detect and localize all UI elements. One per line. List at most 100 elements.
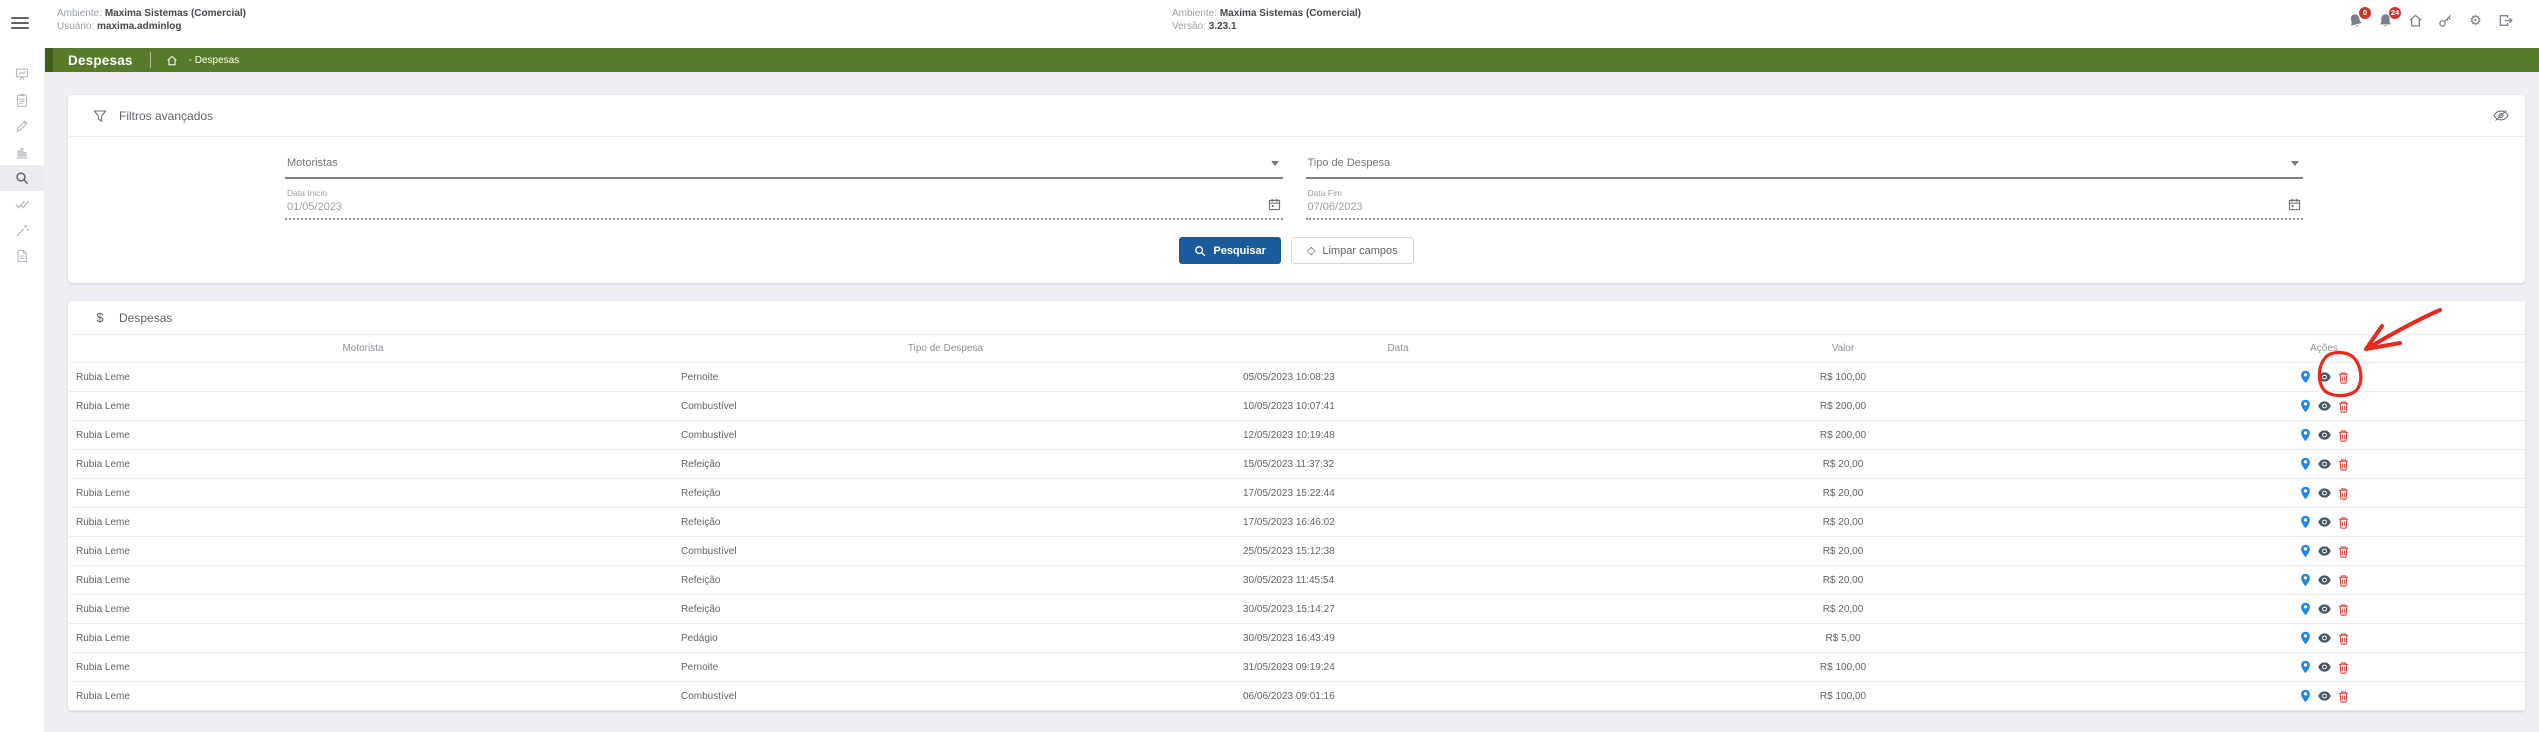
topbar: Ambiente: Maxima Sistemas (Comercial) Us… xyxy=(0,0,2539,48)
location-pin-icon[interactable] xyxy=(2299,457,2312,471)
breadcrumb-home-icon[interactable] xyxy=(166,55,178,66)
cell-data: 06/06/2023 09:01:16 xyxy=(1233,681,1563,711)
location-pin-icon[interactable] xyxy=(2299,602,2312,616)
trash-delete-icon[interactable] xyxy=(2337,602,2350,616)
location-pin-icon[interactable] xyxy=(2299,689,2312,703)
home-icon[interactable] xyxy=(2408,13,2423,28)
trash-delete-icon[interactable] xyxy=(2337,660,2350,674)
eye-view-icon[interactable] xyxy=(2317,515,2331,529)
location-pin-icon[interactable] xyxy=(2299,660,2312,674)
trash-delete-icon[interactable] xyxy=(2337,428,2350,442)
key-icon[interactable] xyxy=(2438,13,2453,28)
cell-motorista: Rubia Leme xyxy=(68,536,658,566)
eye-view-icon[interactable] xyxy=(2317,457,2331,471)
cell-data: 15/05/2023 11:37:32 xyxy=(1233,449,1563,479)
notifications-badge: 0 xyxy=(2359,7,2371,19)
cell-data: 17/05/2023 16:46:02 xyxy=(1233,507,1563,537)
cell-motorista: Rubia Leme xyxy=(68,623,658,653)
header-divider xyxy=(149,52,151,68)
sidebar-item-bar-chart[interactable] xyxy=(0,139,44,165)
table-row: Rubia Leme Combustível 12/05/2023 10:19:… xyxy=(68,420,2525,450)
cell-acoes xyxy=(2123,507,2525,537)
trash-delete-icon[interactable] xyxy=(2337,515,2350,529)
limpar-campos-button[interactable]: ◇ Limpar campos xyxy=(1290,237,1414,264)
calendar-icon[interactable] xyxy=(2288,198,2301,211)
col-header-data: Data xyxy=(1233,335,1563,363)
cell-motorista: Rubia Leme xyxy=(68,652,658,682)
eye-view-icon[interactable] xyxy=(2317,370,2331,384)
cell-data: 05/05/2023 10:08:23 xyxy=(1233,362,1563,392)
sidebar-item-presentation-chart[interactable] xyxy=(0,61,44,87)
location-pin-icon[interactable] xyxy=(2299,370,2312,384)
eye-view-icon[interactable] xyxy=(2317,486,2331,500)
eye-view-icon[interactable] xyxy=(2317,660,2331,674)
trash-delete-icon[interactable] xyxy=(2337,689,2350,703)
table-row: Rubia Leme Refeição 17/05/2023 16:46:02 … xyxy=(68,507,2525,537)
menu-toggle-icon[interactable] xyxy=(11,14,29,30)
sidebar-item-magic-wand[interactable] xyxy=(0,217,44,243)
calendar-icon[interactable] xyxy=(1268,198,1281,211)
notifications-bell-icon[interactable]: 0 xyxy=(2348,7,2371,28)
cell-acoes xyxy=(2123,652,2525,682)
eye-view-icon[interactable] xyxy=(2317,399,2331,413)
tipo-despesa-select[interactable]: Tipo de Despesa xyxy=(1305,151,2303,179)
trash-delete-icon[interactable] xyxy=(2337,457,2350,471)
table-row: Rubia Leme Refeição 30/05/2023 15:14:27 … xyxy=(68,594,2525,624)
eye-view-icon[interactable] xyxy=(2317,544,2331,558)
cell-valor: R$ 20,00 xyxy=(1563,478,2123,508)
location-pin-icon[interactable] xyxy=(2299,631,2312,645)
eye-view-icon[interactable] xyxy=(2317,602,2331,616)
cell-tipo-despesa: Refeição xyxy=(658,594,1233,624)
cell-acoes xyxy=(2123,623,2525,653)
eye-view-icon[interactable] xyxy=(2317,428,2331,442)
cell-acoes xyxy=(2123,420,2525,450)
location-pin-icon[interactable] xyxy=(2299,515,2312,529)
usuario-label: Usuário: xyxy=(57,21,95,32)
location-pin-icon[interactable] xyxy=(2299,428,2312,442)
eye-view-icon[interactable] xyxy=(2317,631,2331,645)
logout-icon[interactable] xyxy=(2498,13,2513,28)
trash-delete-icon[interactable] xyxy=(2337,544,2350,558)
sidebar-item-search[interactable] xyxy=(0,165,44,191)
location-pin-icon[interactable] xyxy=(2299,573,2312,587)
eraser-diamond-icon: ◇ xyxy=(1306,245,1316,257)
sidebar-item-clipboard[interactable] xyxy=(0,87,44,113)
cell-tipo-despesa: Combustível xyxy=(658,420,1233,450)
hide-filters-eye-slash-icon[interactable] xyxy=(2493,109,2509,122)
pesquisar-button[interactable]: Pesquisar xyxy=(1179,237,1281,264)
expenses-title: Despesas xyxy=(119,310,173,325)
sidebar-item-document[interactable] xyxy=(0,243,44,269)
location-pin-icon[interactable] xyxy=(2299,486,2312,500)
motoristas-select[interactable]: Motoristas xyxy=(285,151,1283,179)
cell-tipo-despesa: Refeição xyxy=(658,565,1233,595)
trash-delete-icon[interactable] xyxy=(2337,631,2350,645)
data-fim-value: 07/06/2023 xyxy=(1307,201,1363,213)
cell-acoes xyxy=(2123,449,2525,479)
eye-view-icon[interactable] xyxy=(2317,573,2331,587)
trash-delete-icon[interactable] xyxy=(2337,370,2350,384)
cell-valor: R$ 20,00 xyxy=(1563,565,2123,595)
trash-delete-icon[interactable] xyxy=(2337,573,2350,587)
cell-motorista: Rubia Leme xyxy=(68,681,658,711)
ambiente-value: Maxima Sistemas (Comercial) xyxy=(1219,8,1361,19)
expenses-table-body: Rubia Leme Pernoite 05/05/2023 10:08:23 … xyxy=(68,362,2525,711)
location-pin-icon[interactable] xyxy=(2299,544,2312,558)
sidebar-item-double-check[interactable] xyxy=(0,191,44,217)
data-inicio-field[interactable]: Data Inicio 01/05/2023 xyxy=(285,188,1283,220)
eye-view-icon[interactable] xyxy=(2317,689,2331,703)
settings-gear-icon[interactable]: ⚙ xyxy=(2469,12,2482,28)
pencil-icon xyxy=(16,120,28,132)
cell-acoes xyxy=(2123,681,2525,711)
data-fim-field[interactable]: Data Fim 07/06/2023 xyxy=(1305,188,2303,220)
cell-valor: R$ 100,00 xyxy=(1563,652,2123,682)
ambiente-value: Maxima Sistemas (Comercial) xyxy=(104,8,246,19)
trash-delete-icon[interactable] xyxy=(2337,486,2350,500)
filters-left-column: Motoristas Data Inicio 01/05/2023 xyxy=(285,151,1283,220)
location-pin-icon[interactable] xyxy=(2299,399,2312,413)
cell-tipo-despesa: Combustível xyxy=(658,681,1233,711)
cell-tipo-despesa: Refeição xyxy=(658,478,1233,508)
alerts-bell-icon[interactable]: 24 xyxy=(2378,7,2401,28)
trash-delete-icon[interactable] xyxy=(2337,399,2350,413)
sidebar-item-pencil[interactable] xyxy=(0,113,44,139)
col-header-motorista: Motorista xyxy=(68,335,658,363)
